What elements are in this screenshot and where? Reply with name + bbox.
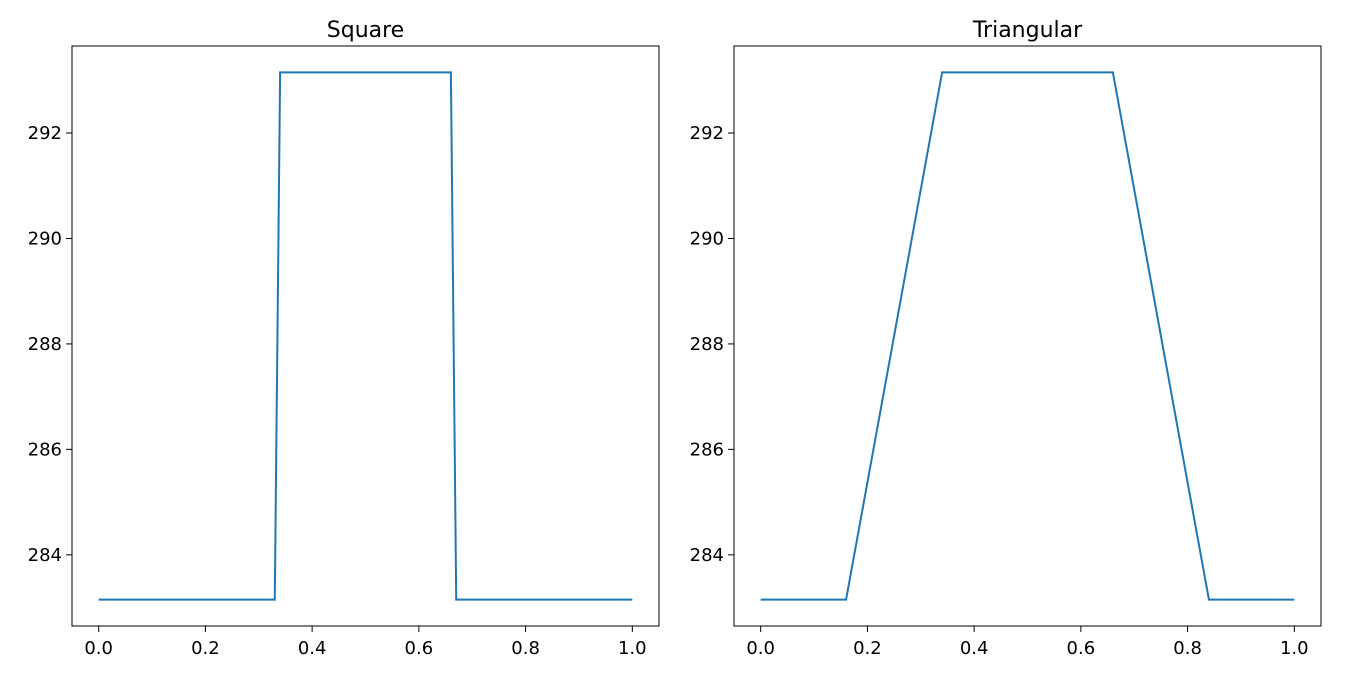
x-tick-label: 0.8: [1173, 638, 1202, 659]
x-tick-label: 0.6: [405, 638, 434, 659]
y-tick-label: 292: [690, 123, 724, 144]
x-tick-label: 0.4: [960, 638, 989, 659]
x-tick-label: 1.0: [618, 638, 647, 659]
y-tick-label: 288: [28, 334, 62, 355]
x-tick-label: 1.0: [1280, 638, 1309, 659]
x-tick-label: 0.0: [84, 638, 113, 659]
x-tick-label: 0.2: [853, 638, 882, 659]
x-tick-label: 0.6: [1067, 638, 1096, 659]
x-tick-label: 0.8: [511, 638, 540, 659]
subplot-title: Square: [327, 18, 404, 43]
y-tick-label: 290: [690, 228, 724, 249]
x-tick-label: 0.4: [298, 638, 327, 659]
y-tick-label: 286: [28, 439, 62, 460]
y-tick-label: 292: [28, 123, 62, 144]
subplot-title: Triangular: [972, 18, 1083, 43]
y-tick-label: 284: [690, 545, 724, 566]
y-tick-label: 286: [690, 439, 724, 460]
y-tick-label: 288: [690, 334, 724, 355]
y-tick-label: 290: [28, 228, 62, 249]
x-tick-label: 0.0: [746, 638, 775, 659]
y-tick-label: 284: [28, 545, 62, 566]
x-tick-label: 0.2: [191, 638, 220, 659]
